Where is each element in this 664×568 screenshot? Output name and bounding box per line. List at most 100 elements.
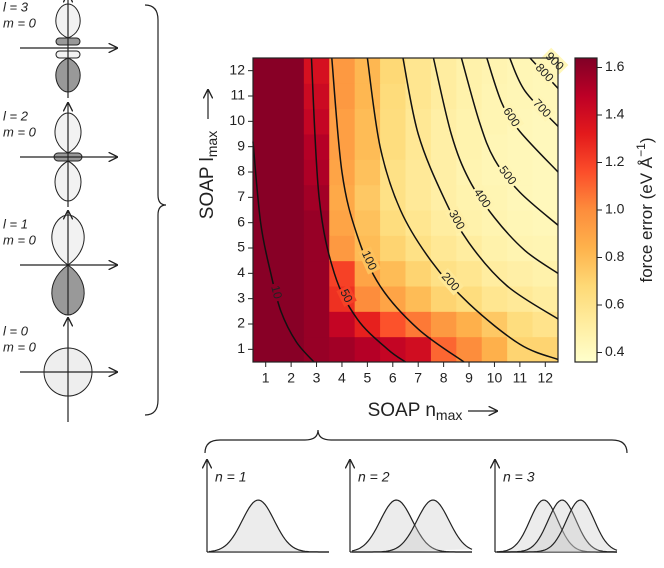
x-tick-label: 11: [513, 370, 528, 386]
heatmap-cell: [481, 210, 508, 236]
contour-label-bg: [267, 281, 286, 303]
heatmap-cell: [456, 336, 483, 363]
heatmap-cell: [329, 235, 356, 262]
heatmap-cell: [507, 184, 534, 211]
heatmap-cell: [329, 184, 356, 211]
heatmap-cell: [278, 159, 305, 186]
basis-label: n = 3: [503, 469, 535, 485]
heatmap-cell: [278, 134, 305, 160]
heatmap-cell: [354, 210, 381, 236]
basis-function: [496, 499, 617, 553]
x-tick-label: 7: [414, 370, 422, 386]
heatmap-cell: [380, 184, 406, 211]
heatmap-cell: [532, 159, 559, 186]
heatmap-cell: [253, 159, 279, 186]
heatmap-cell: [303, 58, 330, 84]
y-tick-label: 1: [237, 340, 245, 356]
basis-function: [497, 499, 618, 553]
y-tick-label: 9: [237, 137, 245, 153]
basis-label: n = 1: [215, 469, 247, 485]
heatmap-cell: [354, 336, 381, 363]
heatmap-cell: [354, 159, 381, 186]
heatmap-cell: [430, 235, 457, 262]
heatmap-cell: [278, 336, 305, 363]
heatmap-cell: [329, 134, 356, 160]
x-axis-title: SOAP nmax: [368, 400, 463, 423]
heatmap-cell: [481, 286, 508, 312]
orbital-l: l = 3: [3, 0, 29, 14]
colorbar-tick-label: 1.2: [605, 153, 625, 169]
heatmap-cell: [380, 83, 406, 110]
heatmap-cell: [253, 58, 279, 84]
heatmap-cell: [380, 134, 406, 160]
heatmap-cell: [532, 311, 559, 338]
heatmap-cell: [354, 311, 381, 338]
contour-line: [460, 57, 559, 226]
heatmap-cell: [405, 260, 432, 287]
plot-frame: [252, 57, 559, 363]
heatmap-cell: [354, 286, 381, 312]
heatmap-cell: [405, 235, 432, 262]
heatmap-cell: [430, 311, 457, 338]
heatmap-cell: [380, 286, 406, 312]
contour-line: [509, 57, 559, 127]
y-tick-label: 5: [237, 239, 245, 255]
colorbar-tick-label: 1.0: [605, 201, 625, 217]
heatmap-cell: [507, 311, 534, 338]
heatmap-cell: [253, 210, 279, 236]
heatmap-cell: [456, 108, 483, 135]
x-tick-label: 2: [287, 370, 295, 386]
heatmap-cell: [303, 336, 330, 363]
contour-label-group: 10: [267, 281, 286, 303]
heatmap-cell: [405, 159, 432, 186]
heatmap-cell: [253, 311, 279, 338]
x-tick-label: 8: [440, 370, 448, 386]
x-tick-label: 9: [465, 370, 473, 386]
heatmap-cell: [405, 311, 432, 338]
y-tick-label: 12: [229, 61, 245, 77]
heatmap-cell: [430, 108, 457, 135]
heatmap-cell: [278, 58, 305, 84]
contour-label-bg: [541, 47, 569, 75]
x-tick-label: 12: [538, 370, 554, 386]
heatmap-cell: [303, 311, 330, 338]
contour-label-bg: [437, 268, 465, 296]
heatmap-cell: [380, 336, 406, 363]
heatmap-cell: [303, 286, 330, 312]
y-tick-label: 8: [237, 163, 245, 179]
colorbar-tick-label: 1.6: [605, 58, 625, 74]
x-tick-label: 6: [389, 370, 397, 386]
heatmap-cell: [532, 134, 559, 160]
orbital-m: m = 0: [3, 15, 37, 30]
heatmap-cell: [253, 134, 279, 160]
contour-label-bg: [469, 184, 496, 213]
heatmap-cell: [481, 336, 508, 363]
heatmap-cell: [253, 336, 279, 363]
heatmap-cell: [303, 210, 330, 236]
heatmap-cell: [456, 311, 483, 338]
orbital-m: m = 0: [3, 232, 37, 247]
heatmap-cell: [405, 286, 432, 312]
heatmap-cell: [329, 108, 356, 135]
orbital-l: l = 0: [3, 323, 29, 338]
heatmap-cell: [456, 235, 483, 262]
heatmap-cell: [532, 286, 559, 312]
heatmap-cell: [354, 134, 381, 160]
heatmap-cell: [329, 311, 356, 338]
x-tick-label: 1: [262, 370, 270, 386]
x-tick-label: 10: [487, 370, 503, 386]
y-tick-label: 2: [237, 315, 245, 331]
orbital-m: m = 0: [3, 124, 37, 139]
contour-label-bg: [528, 94, 556, 122]
y-tick-label: 3: [237, 289, 245, 305]
contour-label-bg: [531, 59, 559, 87]
heatmap-cell: [303, 83, 330, 110]
y-tick-label: 11: [230, 87, 245, 103]
heatmap-cell: [278, 108, 305, 135]
heatmap-cell: [430, 336, 457, 363]
brace: [144, 4, 167, 416]
y-tick-label: 6: [237, 213, 245, 229]
heatmap-cell: [253, 235, 279, 262]
heatmap-cell: [405, 184, 432, 211]
